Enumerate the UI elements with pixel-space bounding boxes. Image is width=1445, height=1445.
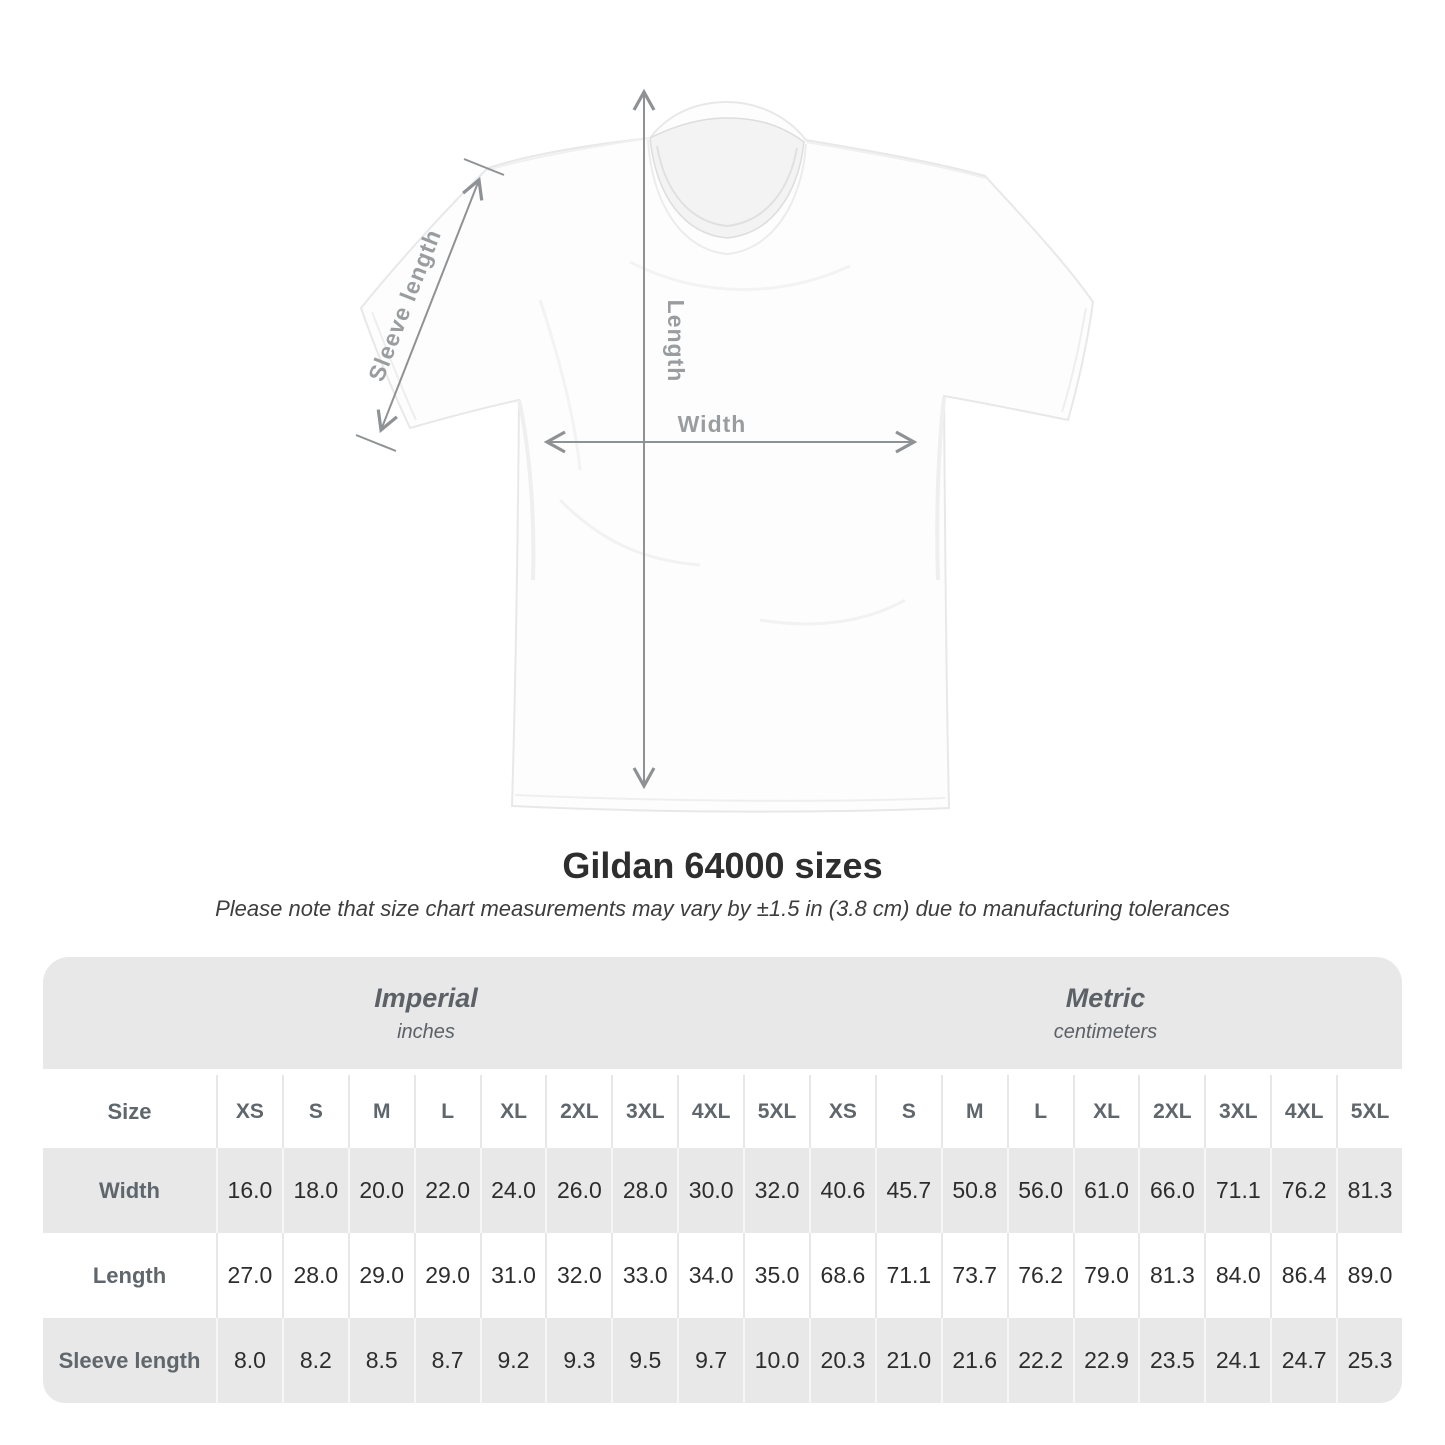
size-column-header: 3XL [611, 1075, 678, 1148]
size-value-cell: 9.5 [611, 1318, 678, 1403]
measurement-row-label: Sleeve length [43, 1318, 216, 1403]
size-column-header: M [347, 1075, 414, 1148]
measurement-row-label: Length [43, 1233, 216, 1318]
size-value-cell: 20.3 [808, 1318, 875, 1403]
size-value-cell: 25.3 [1336, 1318, 1402, 1403]
size-value-cell: 32.0 [545, 1233, 612, 1318]
size-value-cell: 89.0 [1336, 1233, 1402, 1318]
size-value-cell: 28.0 [611, 1148, 678, 1233]
size-value-cell: 21.0 [874, 1318, 941, 1403]
size-value-cell: 8.5 [347, 1318, 414, 1403]
header-gap [43, 1069, 1402, 1075]
size-column-header: L [413, 1075, 480, 1148]
size-column-header: S [281, 1075, 348, 1148]
size-value-cell: 40.6 [808, 1148, 875, 1233]
metric-section-title: Metric [1065, 982, 1146, 1013]
size-value-cell: 79.0 [1072, 1233, 1139, 1318]
tshirt-illustration [359, 100, 1095, 813]
imperial-section-title: Imperial [374, 982, 478, 1013]
size-value-cell: 86.4 [1270, 1233, 1337, 1318]
size-value-cell: 9.3 [545, 1318, 612, 1403]
page-title: Gildan 64000 sizes [562, 845, 883, 886]
sleeve-length-arrow [355, 158, 505, 452]
size-column-header: 4XL [677, 1075, 744, 1148]
size-table: Imperial inches Metric centimeters Size X… [43, 957, 1402, 1403]
size-value-cell: 61.0 [1072, 1148, 1139, 1233]
size-value-cell: 23.5 [1138, 1318, 1205, 1403]
size-value-cell: 84.0 [1204, 1233, 1271, 1318]
size-value-cell: 22.2 [1006, 1318, 1073, 1403]
size-value-cell: 34.0 [677, 1233, 744, 1318]
size-value-cell: 9.7 [677, 1318, 744, 1403]
size-value-cell: 16.0 [216, 1148, 282, 1233]
tshirt-diagram: Sleeve length Length Width [355, 88, 1095, 813]
size-value-cell: 73.7 [940, 1233, 1007, 1318]
size-value-cell: 29.0 [347, 1233, 414, 1318]
size-column-header: XS [808, 1075, 875, 1148]
size-value-cell: 29.0 [413, 1233, 480, 1318]
size-value-cell: 28.0 [281, 1233, 348, 1318]
size-column-header: 2XL [545, 1075, 612, 1148]
imperial-section-header: Imperial inches [43, 957, 809, 1069]
size-column-header: XL [1072, 1075, 1139, 1148]
size-value-cell: 33.0 [611, 1233, 678, 1318]
imperial-section-unit: inches [397, 1020, 455, 1043]
collar [647, 117, 807, 256]
size-column-header: L [1006, 1075, 1073, 1148]
measurement-row-label: Width [43, 1148, 216, 1233]
size-value-cell: 50.8 [940, 1148, 1007, 1233]
metric-section-header: Metric centimeters [808, 957, 1402, 1069]
size-value-cell: 8.0 [216, 1318, 282, 1403]
size-value-cell: 32.0 [743, 1148, 809, 1233]
size-column-header: XL [479, 1075, 546, 1148]
size-value-cell: 56.0 [1006, 1148, 1073, 1233]
size-value-cell: 71.1 [874, 1233, 941, 1318]
tolerance-note: Please note that size chart measurements… [215, 896, 1230, 921]
size-value-cell: 10.0 [743, 1318, 809, 1403]
size-value-cell: 18.0 [281, 1148, 348, 1233]
size-value-cell: 20.0 [347, 1148, 414, 1233]
size-value-cell: 45.7 [874, 1148, 941, 1233]
size-value-cell: 66.0 [1138, 1148, 1205, 1233]
size-value-cell: 30.0 [677, 1148, 744, 1233]
size-value-cell: 76.2 [1270, 1148, 1337, 1233]
size-value-cell: 8.2 [281, 1318, 348, 1403]
size-value-cell: 24.7 [1270, 1318, 1337, 1403]
size-value-cell: 27.0 [216, 1233, 282, 1318]
size-value-cell: 22.0 [413, 1148, 480, 1233]
size-column-header: 5XL [1336, 1075, 1402, 1148]
size-row-label: Size [43, 1075, 216, 1148]
size-value-cell: 21.6 [940, 1318, 1007, 1403]
size-value-cell: 81.3 [1138, 1233, 1205, 1318]
size-value-cell: 68.6 [808, 1233, 875, 1318]
size-value-cell: 71.1 [1204, 1148, 1271, 1233]
size-value-cell: 35.0 [743, 1233, 809, 1318]
size-value-cell: 24.1 [1204, 1318, 1271, 1403]
size-value-cell: 9.2 [479, 1318, 546, 1403]
length-dimension-label: Length [663, 300, 689, 383]
size-value-cell: 81.3 [1336, 1148, 1402, 1233]
size-value-cell: 24.0 [479, 1148, 546, 1233]
metric-section-unit: centimeters [1053, 1020, 1158, 1043]
size-column-header: S [874, 1075, 941, 1148]
size-column-header: 5XL [743, 1075, 809, 1148]
size-column-header: XS [216, 1075, 282, 1148]
size-value-cell: 76.2 [1006, 1233, 1073, 1318]
width-dimension-label: Width [678, 411, 747, 437]
size-value-cell: 8.7 [413, 1318, 480, 1403]
size-column-header: 4XL [1270, 1075, 1337, 1148]
size-column-header: 3XL [1204, 1075, 1271, 1148]
size-value-cell: 22.9 [1072, 1318, 1139, 1403]
size-column-header: M [940, 1075, 1007, 1148]
size-value-cell: 31.0 [479, 1233, 546, 1318]
size-column-header: 2XL [1138, 1075, 1205, 1148]
size-value-cell: 26.0 [545, 1148, 612, 1233]
